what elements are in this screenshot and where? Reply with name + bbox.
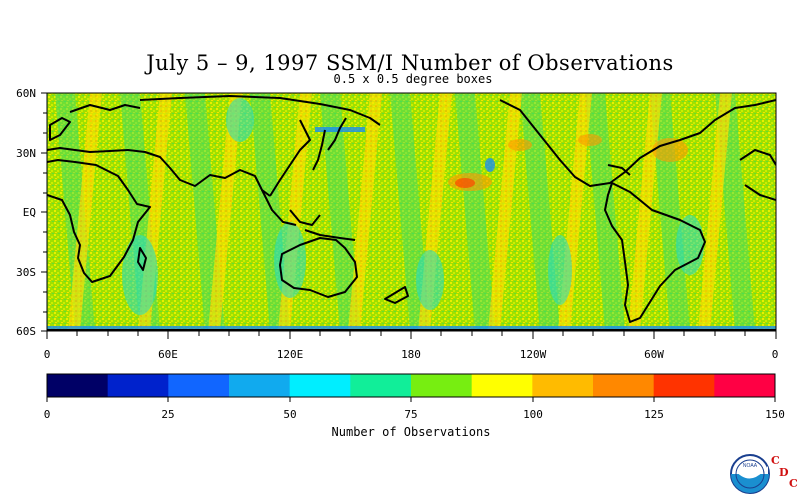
noaa-logo-text: NOAA — [743, 463, 758, 469]
colorbar-label-25: 25 — [161, 408, 175, 421]
lon-ticks — [46, 331, 777, 339]
lon-label-0: 0 — [43, 348, 51, 361]
colorbar-label-50: 50 — [283, 408, 297, 421]
colorbar-segment — [47, 374, 109, 397]
cdc-letter-d: D — [779, 466, 789, 479]
colorbar-segment — [653, 374, 715, 397]
colorbar-segment — [593, 374, 655, 397]
colorbar-segment — [229, 374, 291, 397]
noaa-logo: NOAA — [730, 454, 770, 494]
colorbar-segment — [471, 374, 533, 397]
lat-label-30s: 30S — [16, 266, 36, 279]
coastlines — [47, 95, 776, 331]
colorbar-segment — [289, 374, 351, 397]
colorbar-ticks — [46, 397, 776, 402]
data-field — [47, 93, 776, 331]
colorbar — [47, 374, 776, 397]
cdc-letter-c2: C — [789, 477, 798, 490]
lat-label-eq: EQ — [22, 206, 36, 219]
colorbar-segment — [107, 374, 169, 397]
colorbar-label-0: 0 — [43, 408, 51, 421]
colorbar-segment — [350, 374, 412, 397]
colorbar-label-100: 100 — [523, 408, 543, 421]
map-subtitle: 0.5 x 0.5 degree boxes — [333, 72, 493, 86]
lon-label-60e: 60E — [158, 348, 178, 361]
colorbar-label-75: 75 — [404, 408, 418, 421]
lon-label-60w: 60W — [644, 348, 664, 361]
map-title: July 5 – 9, 1997 SSM/I Number of Observa… — [146, 51, 674, 75]
colorbar-segment — [532, 374, 594, 397]
colorbar-segment — [411, 374, 473, 397]
lon-label-180: 180 — [401, 348, 421, 361]
cdc-letter-c1: C — [771, 454, 780, 467]
lat-label-30n: 30N — [16, 147, 36, 160]
lat-ticks — [41, 92, 47, 332]
lon-label-0-east: 0 — [771, 348, 779, 361]
lat-label-60n: 60N — [16, 87, 36, 100]
colorbar-label-125: 125 — [644, 408, 664, 421]
lat-label-60s: 60S — [16, 325, 36, 338]
colorbar-title: Number of Observations — [331, 425, 491, 439]
colorbar-segment — [168, 374, 230, 397]
lon-label-120w: 120W — [519, 348, 547, 361]
colorbar-label-150: 150 — [765, 408, 785, 421]
colorbar-segment — [714, 374, 776, 397]
lon-label-120e: 120E — [276, 348, 304, 361]
